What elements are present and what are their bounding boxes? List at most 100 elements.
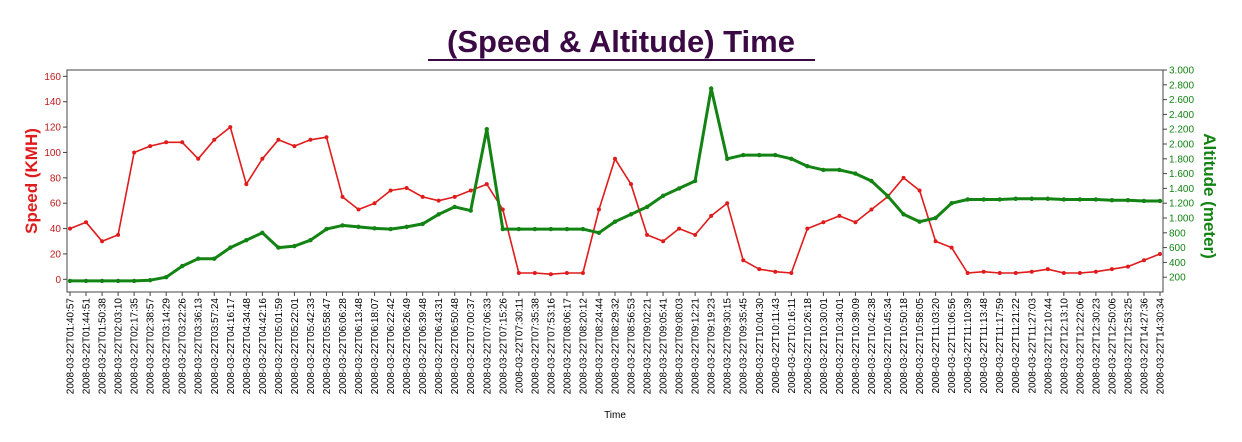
x-tick-label: 2008-03-22T06:50:48 [450,298,461,395]
speed-point [677,226,682,231]
altitude-point [404,224,409,230]
x-tick-label: 2008-03-22T08:29:32 [611,298,622,395]
altitude-point [388,226,393,232]
speed-point [661,239,666,244]
speed-point [68,226,72,231]
x-tick-label: 2008-03-22T09:35:45 [739,298,750,395]
speed-point [580,270,585,275]
x-tick-label: 2008-03-22T10:11:43 [771,298,782,394]
speed-point [917,188,922,193]
speed-point [869,207,874,212]
altitude-point [981,197,986,202]
altitude-point [1141,198,1147,204]
right-tick-label: 200 [1169,273,1186,284]
x-tick-label: 2008-03-22T03:36:13 [194,298,205,395]
x-tick-label: 2008-03-22T01:44:51 [82,298,93,395]
x-tick-label: 2008-03-22T06:06:28 [338,298,349,395]
speed-point [388,188,393,193]
speed-point [789,270,794,275]
right-tick-label: 2.200 [1169,125,1194,136]
x-tick-label: 2008-03-22T06:39:48 [418,298,429,395]
altitude-point [628,212,634,217]
speed-point [725,201,730,206]
left-axis: 0 20 40 60 80 100 120 140 160 [44,72,67,286]
x-tick-label: 2008-03-22T12:22:06 [1075,298,1086,395]
x-tick-label: 2008-03-22T07:53:16 [546,298,557,395]
altitude-point [147,277,153,283]
x-tick-label: 2008-03-22T06:22:42 [386,298,397,395]
x-tick-label: 2008-03-22T06:18:07 [370,298,381,395]
altitude-point [564,226,570,232]
altitude-point [131,278,137,284]
altitude-point [516,226,522,232]
speed-point [500,207,505,212]
left-tick-label: 160 [44,72,61,83]
altitude-point [420,221,425,227]
speed-point [100,239,105,244]
x-tick-label: 2008-03-22T14:30:34 [1156,298,1167,395]
x-tick-label: 2008-03-22T10:42:38 [867,298,878,395]
x-tick-label: 2008-03-22T10:16:11 [787,298,798,394]
speed-point [532,270,537,275]
altitude-point [708,86,714,91]
x-tick-label: 2008-03-22T10:30:01 [819,298,830,395]
altitude-point [1077,197,1083,202]
x-tick-label: 2008-03-22T03:14:29 [162,298,173,395]
altitude-point [596,230,602,235]
x-tick-label: 2008-03-22T14:27:36 [1139,298,1150,395]
altitude-point [484,127,489,132]
x-tick-label: 2008-03-22T06:26:49 [402,298,413,395]
speed-point [757,267,762,272]
speed-point [244,182,249,187]
altitude-point [468,208,473,213]
speed-point [629,182,634,187]
speed-point [404,185,409,190]
x-tick-label: 2008-03-22T09:12:21 [691,298,702,395]
x-tick-label: 2008-03-22T05:58:47 [322,298,333,395]
x-tick-label: 2008-03-22T10:50:18 [899,298,910,395]
speed-point [949,245,954,250]
speed-point [436,198,441,203]
series-layer [67,86,1163,284]
plot-area [66,69,1164,293]
right-tick-label: 1.000 [1169,214,1194,225]
altitude-point [276,245,281,250]
speed-point [212,137,217,142]
speed-point [308,137,313,142]
x-tick-label: 2008-03-22T12:50:06 [1107,298,1118,395]
speed-point [84,220,89,225]
speed-point [292,144,297,149]
right-tick-label: 1.200 [1169,199,1194,210]
speed-point [1158,251,1162,256]
speed-point [645,232,650,237]
x-tick-label: 2008-03-22T09:30:15 [723,298,734,395]
x-tick-label: 2008-03-22T08:56:53 [627,298,638,395]
x-tick-label: 2008-03-22T02:38:57 [146,298,157,395]
x-axis: 2008-03-22T01:40:57 2008-03-22T01:44:51 20… [66,292,1167,394]
x-tick-label: 2008-03-22T06:43:31 [434,298,445,395]
speed-point [324,135,329,140]
speed-point [228,125,233,130]
altitude-point [1045,196,1050,201]
x-tick-label: 2008-03-22T07:30:11 [514,298,525,394]
altitude-point [115,278,121,284]
altitude-point [676,186,682,191]
speed-point [196,156,201,161]
left-tick-label: 80 [50,173,62,184]
left-tick-label: 140 [44,97,61,108]
speed-point [741,258,746,263]
right-axis: 200 400 600 800 1.000 1.200 1.400 1.600 1.800 2.0… [1163,66,1194,284]
altitude-point [212,256,217,261]
speed-point [564,270,569,275]
x-tick-label: 2008-03-22T01:40:57 [66,298,77,395]
altitude-point [741,152,746,158]
altitude-point [1109,198,1115,203]
speed-point [1061,270,1066,275]
altitude-point [83,278,89,284]
altitude-point [196,256,201,261]
x-tick-label: 2008-03-22T10:58:05 [915,298,926,395]
speed-point [132,150,137,155]
right-tick-label: 600 [1169,243,1186,254]
speed-point [1141,258,1146,263]
speed-point [260,156,265,161]
